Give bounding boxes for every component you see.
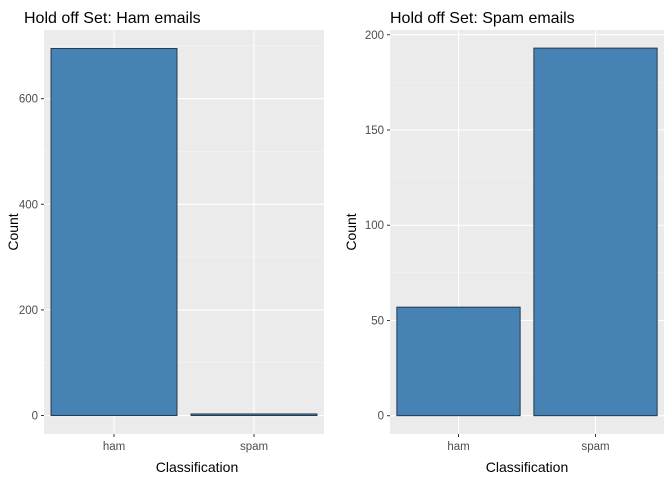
y-tick-label: 150 [365,125,384,137]
y-tick-label: 0 [32,411,38,423]
x-axis-title: Classification [486,459,568,475]
x-tick-label: spam [581,441,609,453]
bar-ham [50,48,178,416]
bars [50,48,318,416]
y-tick-label: 50 [371,315,384,327]
y-tick-label: 400 [19,199,38,211]
chart-title: Hold off Set: Spam emails [390,10,575,27]
y-tick-label: 200 [19,305,38,317]
y-tick-label: 200 [365,30,384,42]
y-tick-label: 0 [378,411,384,423]
bar-spam [190,413,318,416]
chart-ham-emails: Hold off Set: Ham emails 0 200 400 600 ham s… [5,10,324,475]
bars [396,47,658,417]
x-axis-ticks: ham spam [447,434,610,453]
y-axis-title: Count [343,213,359,250]
x-axis-ticks: ham spam [103,434,268,453]
x-tick-label: ham [447,441,469,453]
y-tick-label: 600 [19,94,38,106]
y-axis-title: Count [5,213,21,250]
chart-spam-emails: Hold off Set: Spam emails 0 50 100 150 200 h… [343,10,664,475]
y-axis-ticks: 0 200 400 600 [19,94,44,423]
x-tick-label: spam [240,441,268,453]
x-axis-title: Classification [156,459,238,475]
y-axis-ticks: 0 50 100 150 200 [365,30,390,423]
y-tick-label: 100 [365,220,384,232]
bar-ham [396,306,521,417]
x-tick-label: ham [103,441,125,453]
bar-spam [533,47,658,417]
chart-title: Hold off Set: Ham emails [24,10,201,27]
